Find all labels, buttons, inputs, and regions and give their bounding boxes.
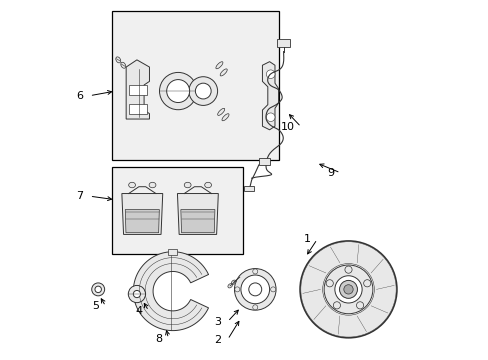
- Circle shape: [188, 77, 217, 105]
- Circle shape: [171, 85, 184, 98]
- Circle shape: [234, 287, 239, 292]
- Ellipse shape: [128, 182, 135, 188]
- Bar: [244, 186, 253, 192]
- Ellipse shape: [204, 182, 211, 188]
- Circle shape: [339, 280, 357, 298]
- Text: 9: 9: [326, 168, 333, 178]
- Bar: [258, 158, 269, 165]
- Text: 4: 4: [135, 306, 142, 316]
- Circle shape: [198, 86, 207, 96]
- Ellipse shape: [149, 182, 156, 188]
- Circle shape: [322, 264, 373, 315]
- Text: 5: 5: [92, 301, 99, 311]
- Circle shape: [248, 283, 261, 296]
- Text: 3: 3: [214, 317, 221, 327]
- Circle shape: [234, 269, 276, 310]
- Circle shape: [250, 285, 259, 294]
- Circle shape: [266, 113, 274, 122]
- Circle shape: [252, 269, 257, 274]
- Bar: [112, 167, 242, 253]
- Bar: [128, 104, 146, 114]
- Polygon shape: [125, 210, 159, 233]
- Ellipse shape: [121, 62, 125, 68]
- Circle shape: [241, 275, 269, 304]
- Circle shape: [300, 242, 395, 337]
- Polygon shape: [177, 194, 218, 234]
- Polygon shape: [122, 194, 163, 234]
- Circle shape: [159, 72, 196, 110]
- Ellipse shape: [217, 108, 224, 116]
- Text: 2: 2: [214, 334, 221, 345]
- Circle shape: [128, 285, 145, 303]
- Circle shape: [333, 302, 340, 309]
- Ellipse shape: [184, 182, 191, 188]
- Text: 1: 1: [303, 234, 310, 244]
- Bar: [128, 85, 146, 95]
- Bar: [168, 249, 177, 255]
- Ellipse shape: [116, 57, 121, 63]
- Circle shape: [343, 285, 352, 294]
- Circle shape: [92, 283, 104, 296]
- Ellipse shape: [220, 69, 227, 76]
- Text: 8: 8: [155, 333, 162, 343]
- Text: 7: 7: [76, 191, 83, 201]
- Ellipse shape: [222, 114, 228, 121]
- Circle shape: [344, 266, 351, 273]
- Circle shape: [266, 70, 274, 78]
- Text: 6: 6: [76, 91, 83, 101]
- Text: 10: 10: [280, 122, 294, 132]
- Circle shape: [195, 83, 211, 99]
- Circle shape: [363, 280, 370, 287]
- Bar: [112, 12, 278, 160]
- Ellipse shape: [231, 280, 236, 284]
- Circle shape: [166, 80, 189, 103]
- Circle shape: [270, 287, 275, 292]
- Circle shape: [356, 302, 363, 309]
- Circle shape: [95, 286, 101, 293]
- Polygon shape: [126, 60, 149, 119]
- Ellipse shape: [215, 62, 223, 69]
- Circle shape: [133, 291, 140, 298]
- Ellipse shape: [227, 284, 232, 288]
- Bar: [276, 40, 290, 47]
- PathPatch shape: [133, 252, 208, 330]
- Polygon shape: [262, 62, 278, 130]
- Circle shape: [96, 288, 100, 291]
- Circle shape: [334, 276, 362, 303]
- Circle shape: [252, 305, 257, 310]
- Circle shape: [242, 276, 267, 302]
- Circle shape: [135, 292, 139, 296]
- Polygon shape: [181, 210, 214, 233]
- Circle shape: [324, 265, 372, 314]
- Circle shape: [325, 280, 333, 287]
